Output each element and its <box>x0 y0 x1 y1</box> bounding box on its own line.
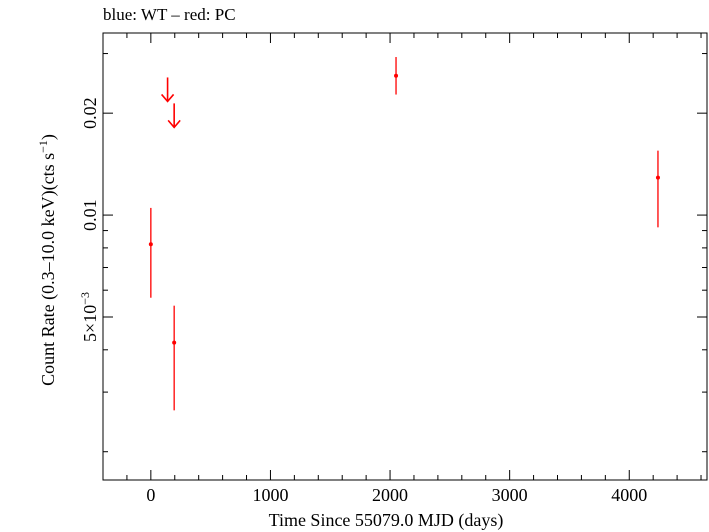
y-tick-label: 5×10−3 <box>78 292 100 342</box>
upper-limit-arrow <box>167 103 181 129</box>
data-point <box>394 73 399 78</box>
upper-limit-head <box>167 119 181 129</box>
data-point <box>655 175 660 180</box>
x-tick-label: 3000 <box>492 485 528 505</box>
x-tick-label: 2000 <box>372 485 408 505</box>
x-tick-label: 1000 <box>252 485 288 505</box>
plot-frame <box>102 32 708 481</box>
y-tick-label: 0.02 <box>80 97 100 128</box>
y-axis: 0.02 0.01 5×10−3 <box>78 53 707 453</box>
y-tick-label: 0.01 <box>80 199 100 231</box>
chart-title: blue: WT – red: PC <box>103 5 236 24</box>
x-tick-label: 0 <box>146 485 155 505</box>
upper-limit-head <box>160 93 175 103</box>
data-series <box>148 57 660 411</box>
data-point <box>172 340 177 345</box>
y-axis-label: Count Rate (0.3–10.0 keV)(cts s−1) <box>36 134 59 386</box>
data-point <box>148 242 153 247</box>
upper-limit-arrow <box>160 77 175 103</box>
x-axis: 0 1000 2000 3000 4000 <box>102 33 702 505</box>
x-axis-label: Time Since 55079.0 MJD (days) <box>269 510 504 531</box>
x-tick-label: 4000 <box>611 485 647 505</box>
